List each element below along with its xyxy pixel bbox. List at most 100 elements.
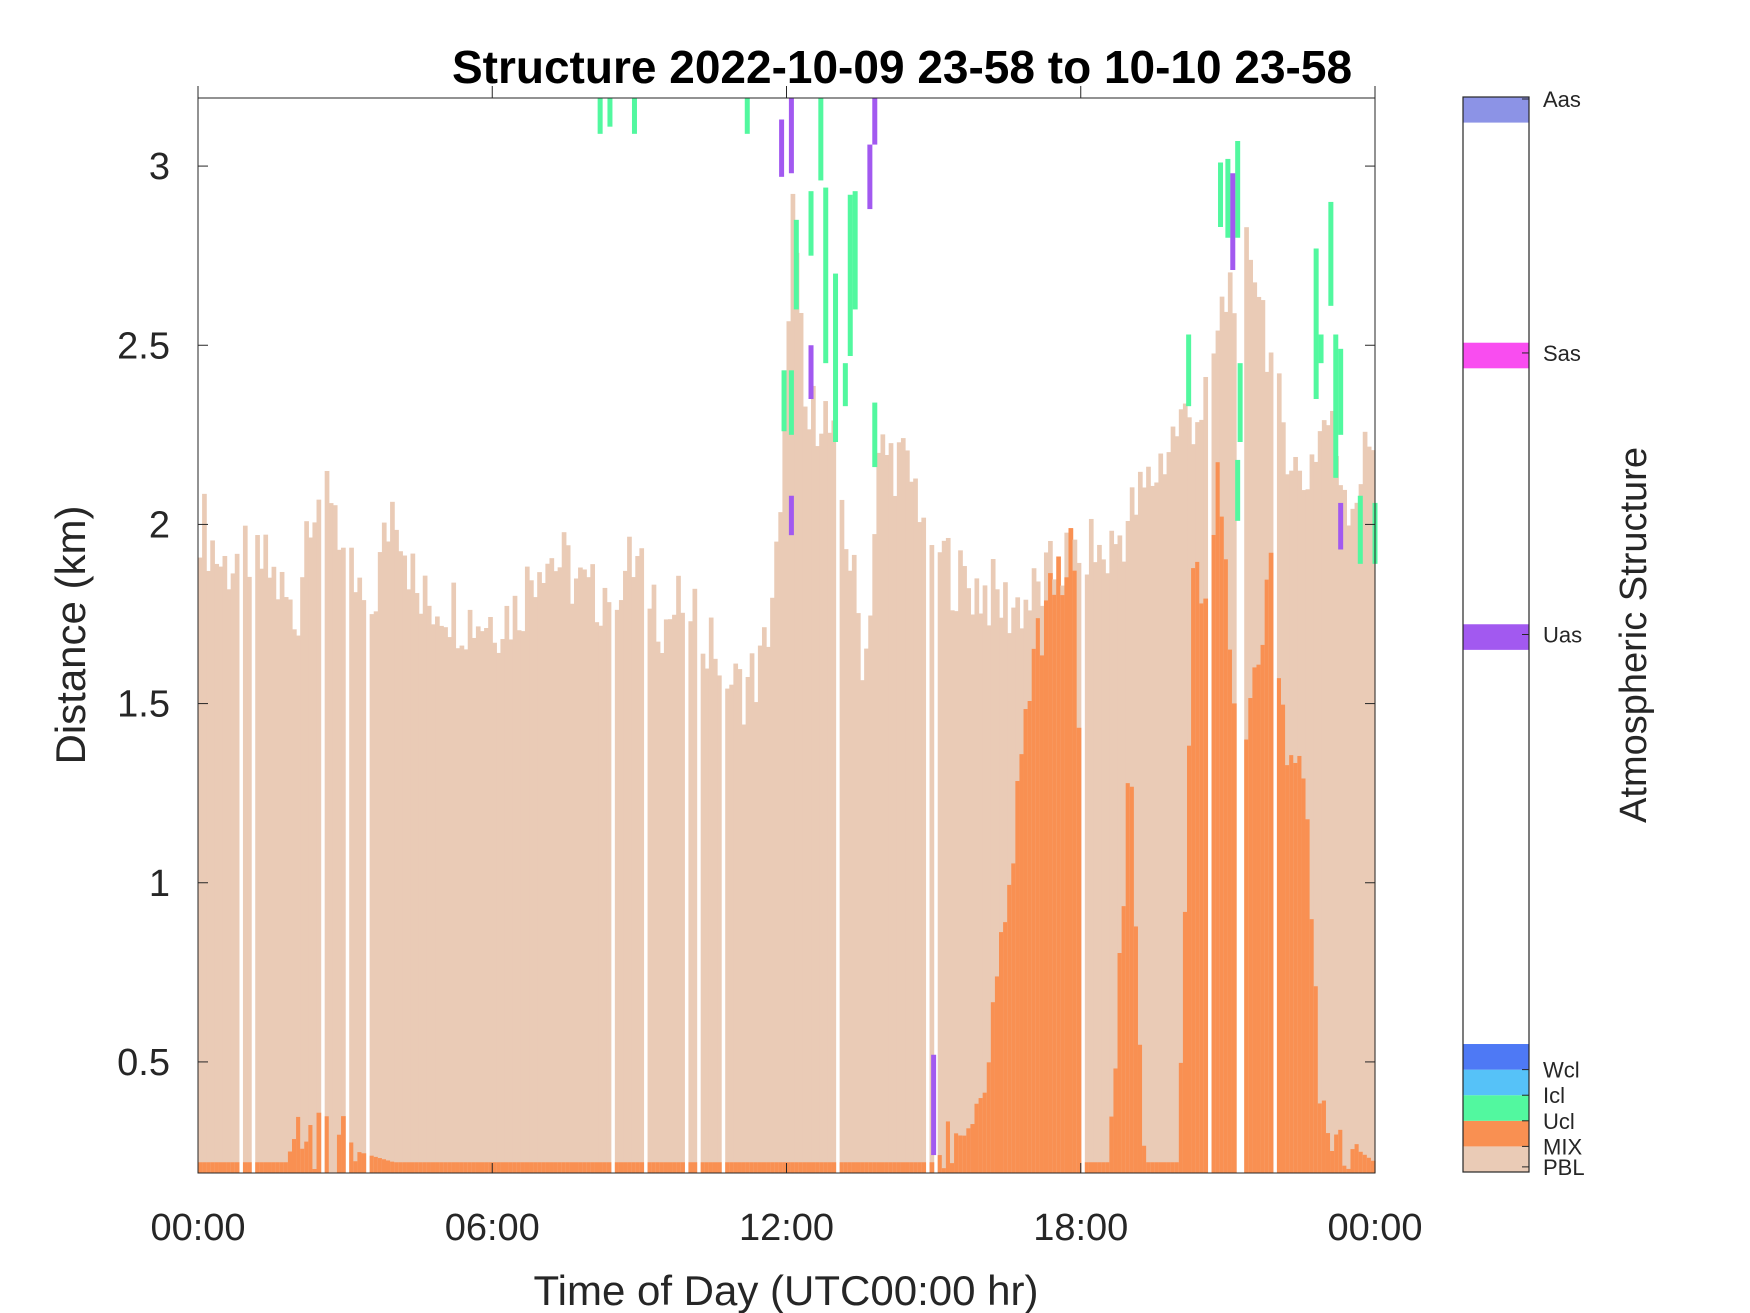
pbl-column	[1330, 410, 1335, 1173]
y-tick-label: 2	[149, 504, 170, 546]
pbl-column	[745, 676, 751, 1173]
pbl-column	[1166, 452, 1172, 1173]
pbl-column	[909, 481, 914, 1173]
pbl-column	[982, 585, 988, 1173]
mix-column	[230, 1162, 236, 1173]
mix-column	[1178, 1062, 1184, 1173]
pbl-column	[855, 613, 861, 1173]
structure-segment-ucl	[1186, 334, 1192, 407]
mix-column	[745, 1162, 751, 1173]
pbl-column	[884, 454, 890, 1174]
mix-column	[1011, 863, 1016, 1173]
mix-column	[402, 1162, 408, 1173]
mix-column	[1317, 1103, 1323, 1173]
mix-column	[488, 1162, 493, 1173]
pbl-column	[717, 675, 722, 1173]
mix-column	[741, 1162, 747, 1173]
structure-segment-ucl	[852, 191, 858, 310]
mix-column	[357, 1152, 363, 1173]
mix-column	[247, 1162, 252, 1173]
pbl-column	[377, 552, 383, 1173]
mix-column	[553, 1162, 559, 1173]
pbl-column	[827, 432, 833, 1173]
pbl-column	[573, 578, 579, 1173]
pbl-column	[692, 588, 698, 1173]
mix-column	[876, 1162, 882, 1173]
mix-column	[651, 1162, 657, 1173]
mix-column	[1113, 1068, 1119, 1173]
mix-column	[1219, 516, 1225, 1173]
mix-column	[1293, 762, 1298, 1173]
pbl-column	[271, 566, 277, 1173]
pbl-column	[414, 593, 420, 1173]
mix-column	[467, 1162, 473, 1173]
mix-column	[913, 1162, 918, 1173]
mix-column	[283, 1162, 289, 1173]
y-axis-label: Distance (km)	[47, 505, 94, 764]
pbl-column	[978, 613, 984, 1173]
mix-column	[639, 1162, 645, 1173]
pbl-column	[218, 566, 224, 1173]
mix-column	[492, 1162, 497, 1173]
mix-column	[884, 1162, 890, 1173]
pbl-column	[336, 549, 342, 1173]
mix-column	[1195, 561, 1200, 1173]
pbl-column	[1309, 454, 1315, 1173]
mix-column	[300, 1148, 305, 1173]
mix-column	[708, 1162, 714, 1173]
mix-column	[385, 1160, 391, 1173]
pbl-column	[749, 653, 755, 1173]
pbl-column	[1338, 485, 1343, 1173]
colorbar-tick-label: Aas	[1543, 87, 1581, 112]
mix-column	[692, 1162, 698, 1173]
mix-column	[855, 1162, 861, 1173]
pbl-column	[1325, 425, 1331, 1173]
mix-column	[1223, 559, 1229, 1173]
mix-column	[1060, 595, 1066, 1173]
mix-column	[672, 1162, 677, 1173]
mix-column	[819, 1162, 824, 1173]
mix-column	[782, 1162, 788, 1173]
mix-column	[860, 1162, 865, 1173]
pbl-column	[341, 547, 346, 1173]
mix-column	[349, 1142, 354, 1173]
pbl-column	[704, 668, 710, 1173]
structure-segment-uas	[1230, 173, 1236, 270]
colorbar-tick-label: Sas	[1543, 341, 1581, 366]
pbl-column	[226, 589, 232, 1173]
pbl-column	[578, 567, 583, 1173]
structure-segment-ucl	[1357, 495, 1363, 564]
pbl-column	[896, 442, 902, 1173]
pbl-column	[868, 615, 873, 1173]
pbl-column	[267, 577, 273, 1173]
mix-column	[982, 1092, 988, 1173]
mix-column	[1366, 1157, 1372, 1173]
pbl-column	[435, 616, 440, 1173]
mix-column	[774, 1162, 779, 1173]
mix-column	[749, 1162, 755, 1173]
y-tick-label: 0.5	[117, 1042, 170, 1084]
pbl-column	[774, 541, 779, 1173]
mix-column	[929, 1162, 935, 1173]
pbl-column	[247, 576, 252, 1173]
mix-column	[1281, 704, 1286, 1173]
mix-column	[1064, 577, 1070, 1173]
pbl-column	[1182, 403, 1188, 1173]
mix-column	[1121, 906, 1127, 1173]
pbl-column	[492, 642, 497, 1173]
mix-column	[831, 1162, 837, 1173]
pbl-column	[479, 631, 485, 1173]
mix-column	[512, 1162, 518, 1173]
mix-column	[1117, 953, 1123, 1173]
mix-column	[941, 1168, 947, 1173]
pbl-column	[500, 639, 506, 1173]
mix-column	[725, 1162, 730, 1173]
pbl-column	[733, 663, 739, 1173]
mix-column	[1129, 786, 1135, 1173]
mix-column	[990, 1002, 996, 1173]
pbl-column	[913, 478, 918, 1173]
pbl-column	[994, 589, 1000, 1173]
mix-column	[896, 1162, 902, 1173]
pbl-column	[1097, 544, 1102, 1173]
pbl-column	[533, 597, 538, 1173]
